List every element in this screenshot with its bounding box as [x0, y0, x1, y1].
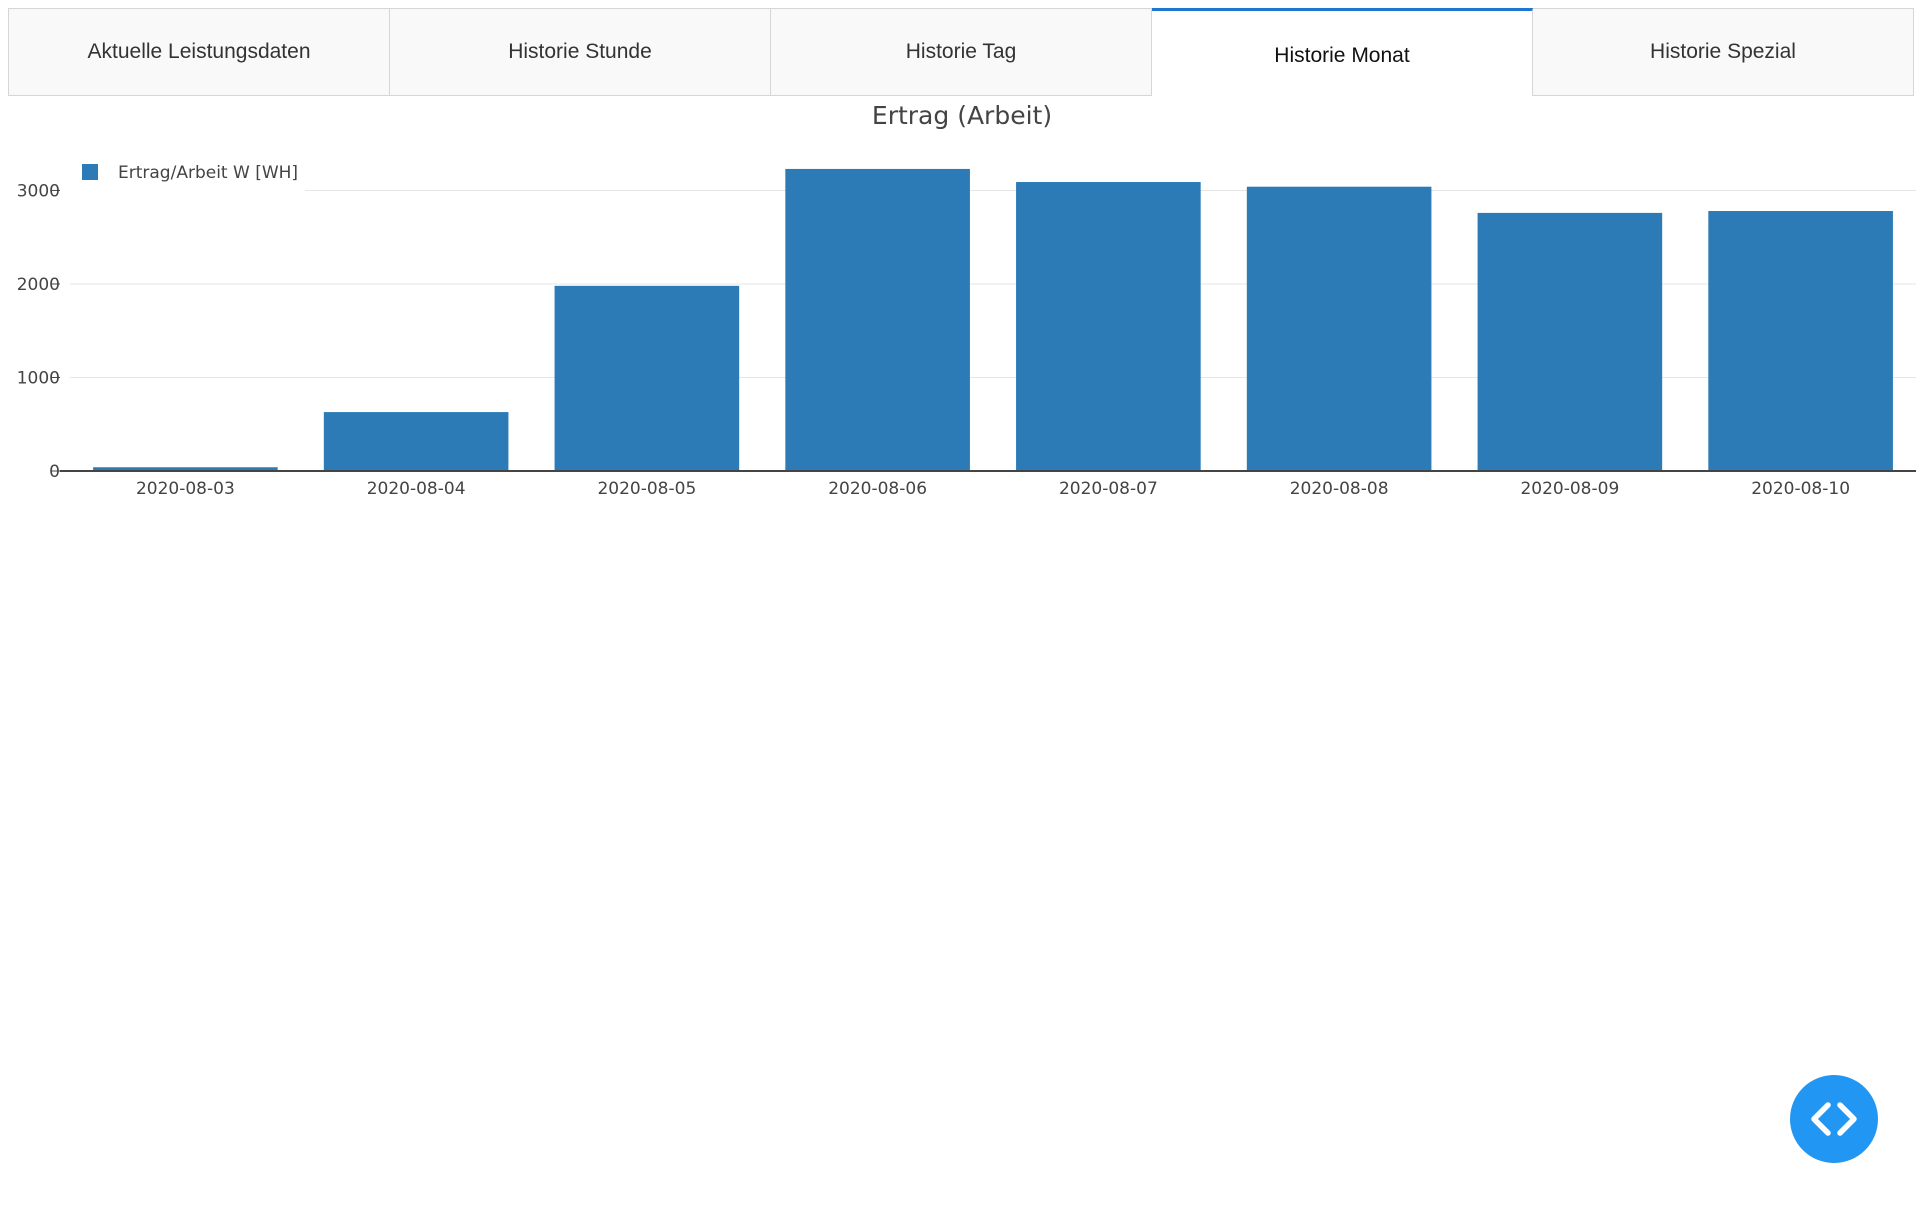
- x-ticks: 2020-08-03 2020-08-04 2020-08-05 2020-08-06…: [136, 479, 1850, 499]
- bar[interactable]: [1016, 182, 1201, 471]
- x-tick-label: 2020-08-05: [597, 479, 696, 499]
- y-ticks: 0 1000 2000 3000: [17, 181, 60, 482]
- code-toggle-button[interactable]: [1790, 1075, 1878, 1163]
- tab-label: Historie Tag: [905, 40, 1017, 63]
- bars: [93, 168, 1893, 471]
- x-tick-label: 2020-08-03: [136, 479, 235, 499]
- x-tick-label: 2020-08-09: [1520, 479, 1619, 499]
- bar[interactable]: [554, 285, 740, 471]
- legend-swatch[interactable]: [82, 164, 98, 180]
- tab-label: Historie Monat: [1274, 43, 1410, 67]
- tab-label: Historie Spezial: [1650, 40, 1796, 63]
- tab-historie-stunde[interactable]: Historie Stunde: [390, 8, 771, 96]
- tab-historie-monat[interactable]: Historie Monat: [1152, 8, 1533, 96]
- x-tick-label: 2020-08-08: [1290, 479, 1389, 499]
- x-tick-label: 2020-08-10: [1751, 479, 1850, 499]
- bar[interactable]: [785, 168, 970, 471]
- bar[interactable]: [1708, 211, 1893, 471]
- bar[interactable]: [323, 412, 509, 471]
- legend: Ertrag/Arbeit W [WH]: [82, 163, 298, 183]
- x-tick-label: 2020-08-04: [367, 479, 466, 499]
- tab-historie-spezial[interactable]: Historie Spezial: [1533, 8, 1914, 96]
- code-icon: [1811, 1102, 1857, 1136]
- legend-label[interactable]: Ertrag/Arbeit W [WH]: [118, 163, 298, 183]
- x-tick-label: 2020-08-06: [828, 479, 927, 499]
- y-tick-label: 0: [49, 462, 60, 482]
- bar[interactable]: [1246, 186, 1432, 471]
- chart-title: Ertrag (Arbeit): [872, 101, 1052, 130]
- y-tick-label: 2000: [17, 275, 60, 295]
- y-tick-label: 1000: [17, 368, 60, 388]
- tab-label: Aktuelle Leistungsdaten: [87, 40, 311, 63]
- bar[interactable]: [1477, 212, 1663, 471]
- tab-label: Historie Stunde: [508, 40, 652, 63]
- x-tick-label: 2020-08-07: [1059, 479, 1158, 499]
- y-tick-label: 3000: [17, 181, 60, 201]
- tab-bar: Aktuelle Leistungsdaten Historie Stunde …: [8, 8, 1914, 96]
- tab-aktuelle-leistungsdaten[interactable]: Aktuelle Leistungsdaten: [8, 8, 390, 96]
- bar[interactable]: [93, 467, 278, 471]
- tab-historie-tag[interactable]: Historie Tag: [771, 8, 1152, 96]
